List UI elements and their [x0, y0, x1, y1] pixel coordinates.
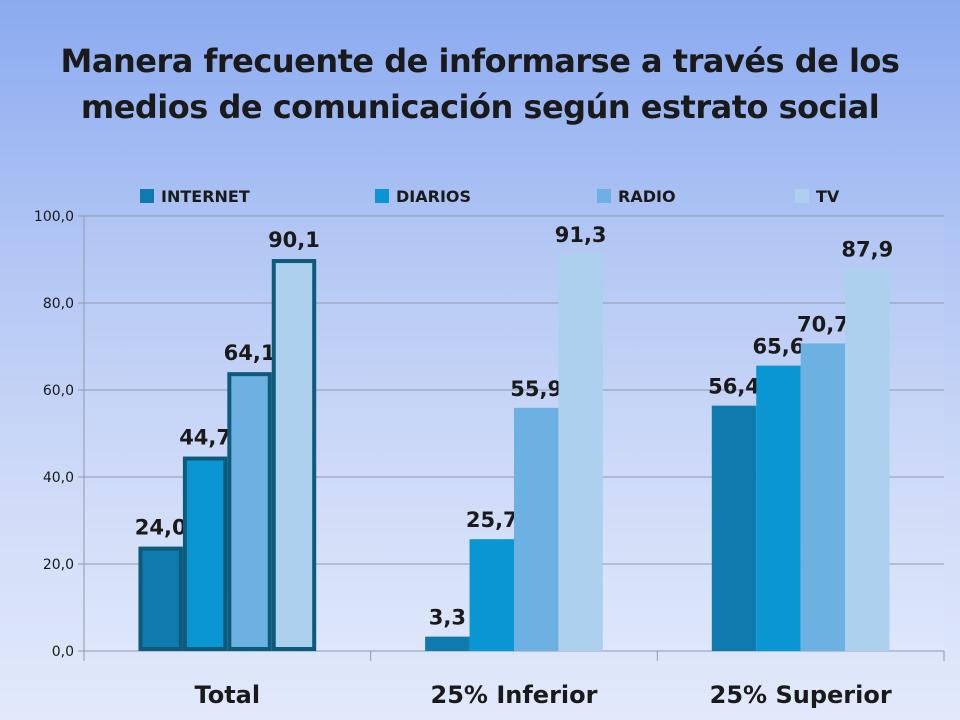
- legend-swatch-tv: [795, 189, 809, 203]
- bar-diarios-2: [756, 365, 801, 651]
- data-label: 3,3: [429, 606, 466, 630]
- bar-radio-0: [227, 372, 272, 651]
- bar-radio-1: [514, 407, 559, 651]
- bar-internet-1: [425, 636, 470, 651]
- y-tick-label: 80,0: [43, 296, 74, 312]
- data-label: 24,0: [135, 516, 187, 540]
- category-label: Total: [195, 681, 261, 709]
- data-label: 87,9: [841, 238, 893, 262]
- data-label: 90,1: [268, 228, 320, 252]
- bar-radio-2: [800, 343, 846, 651]
- chart-title-line-1: Manera frecuente de informarse a través …: [60, 42, 900, 80]
- bar-diarios-0: [182, 456, 228, 651]
- bar-tv-0: [271, 259, 317, 651]
- chart-title: Manera frecuente de informarse a través …: [20, 38, 940, 130]
- bar-tv-2: [845, 268, 890, 651]
- y-tick-label: 100,0: [34, 209, 74, 225]
- bar-diarios-1: [469, 539, 514, 651]
- bar-internet-0: [138, 546, 183, 651]
- category-label: 25% Superior: [710, 681, 892, 709]
- data-label: 70,7: [797, 312, 849, 336]
- chart-title-line-2: medios de comunicación según estrato soc…: [80, 88, 880, 126]
- data-label: 64,1: [224, 341, 276, 365]
- data-label: 44,7: [179, 426, 231, 450]
- legend-swatch-diarios: [375, 189, 389, 203]
- legend-swatch-radio: [597, 189, 611, 203]
- legend-label: DIARIOS: [396, 187, 471, 206]
- data-label: 25,7: [466, 508, 518, 532]
- y-tick-label: 20,0: [43, 557, 74, 573]
- legend-label: RADIO: [618, 187, 676, 206]
- data-label: 55,9: [510, 377, 562, 401]
- data-label: 65,6: [753, 335, 805, 359]
- category-label: 25% Inferior: [431, 681, 598, 709]
- y-tick-label: 40,0: [43, 470, 74, 486]
- legend-swatch-internet: [140, 189, 154, 203]
- bar-internet-2: [711, 405, 757, 651]
- data-label: 56,4: [708, 375, 760, 399]
- bar-tv-1: [558, 253, 603, 651]
- y-tick-label: 60,0: [43, 383, 74, 399]
- data-label: 91,3: [555, 223, 607, 247]
- y-tick-label: 0,0: [52, 644, 74, 660]
- legend-label: INTERNET: [161, 187, 250, 206]
- legend-label: TV: [816, 187, 840, 206]
